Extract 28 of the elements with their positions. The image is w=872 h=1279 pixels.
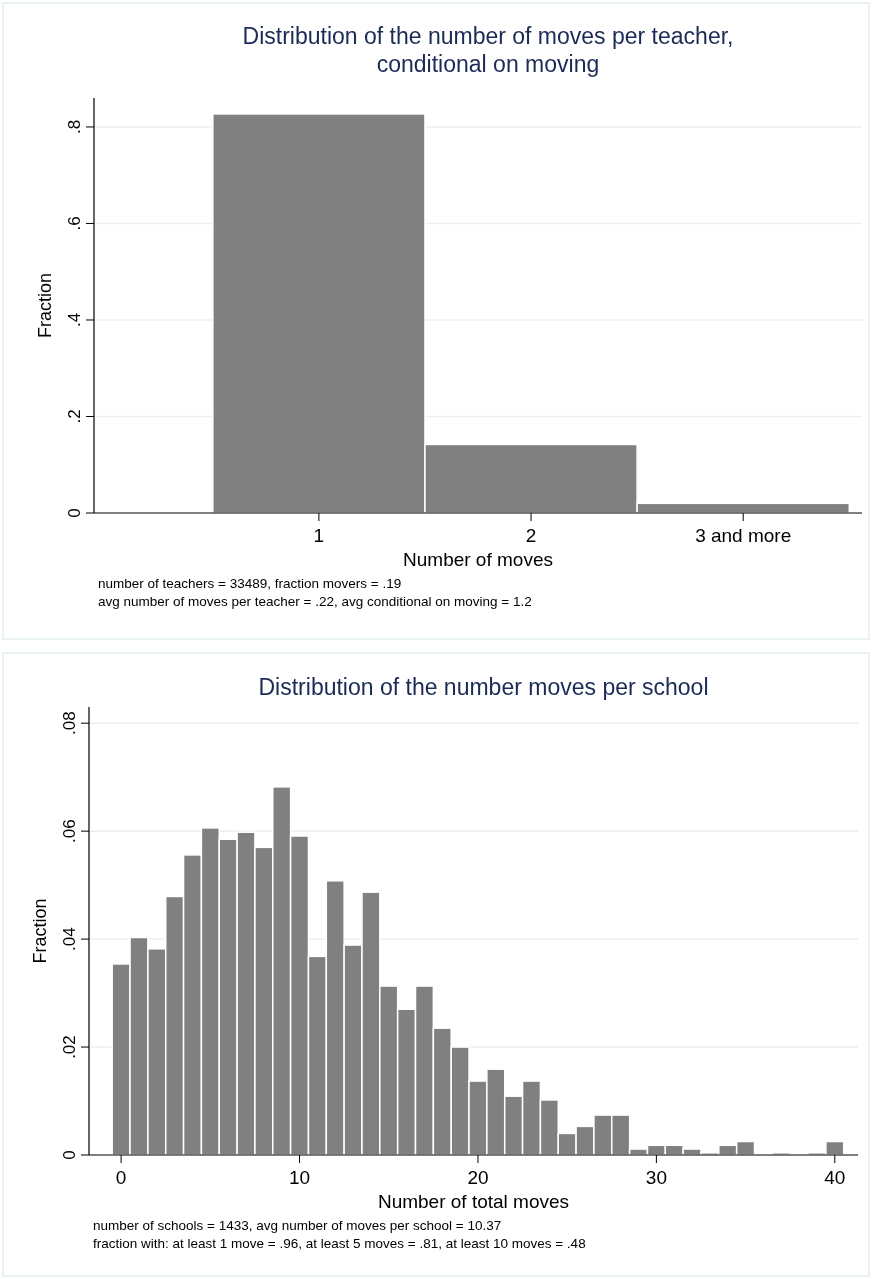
y-tick-label: 0 [60, 1150, 79, 1160]
chart-title: Distribution of the number of moves per teacher, conditional on moving [242, 23, 734, 77]
y-tick-label: .6 [65, 216, 84, 231]
x-tick-label: 2 [525, 525, 537, 546]
y-tick-label: 0 [65, 508, 84, 518]
y-axis-title: Fraction [35, 272, 55, 339]
text: number of schools = 1433, avg number of moves per school = 10.37 [93, 1218, 502, 1233]
x-axis-title: Number of total moves [377, 1191, 570, 1212]
text: avg number of moves per teacher = .22, avg conditional on moving = 1.2 [98, 594, 532, 609]
x-tick-label: 0 [115, 1167, 127, 1188]
x-tick-label: 30 [645, 1167, 667, 1188]
y-tick-label: .06 [60, 819, 79, 843]
text: fraction with: at least 1 move = .96, at least 5 moves = .81, at least 10 moves = .48 [93, 1236, 586, 1251]
y-tick-label: .2 [65, 409, 84, 424]
y-tick-label: .04 [60, 927, 79, 951]
y-tick-label: .8 [65, 119, 84, 135]
y-tick-label: .02 [60, 1035, 79, 1059]
y-axis-title: Fraction [30, 898, 50, 964]
x-tick-label: 20 [467, 1167, 489, 1188]
x-tick-label: 1 [313, 525, 325, 546]
x-tick-label: 40 [824, 1167, 846, 1188]
x-tick-label: 3 and more [695, 525, 792, 546]
text: number of teachers = 33489, fraction movers = .19 [98, 576, 402, 591]
y-tick-label: .4 [65, 312, 84, 328]
chart-title: Distribution of the number moves per school [258, 674, 709, 700]
x-axis-title: Number of moves [403, 549, 553, 570]
y-tick-label: .08 [60, 711, 79, 736]
x-tick-label: 10 [288, 1167, 311, 1188]
